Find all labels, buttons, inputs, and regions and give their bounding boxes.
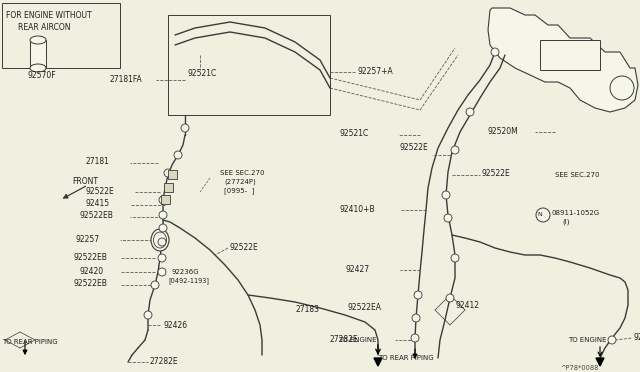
Text: 92522EB: 92522EB: [74, 253, 108, 262]
Bar: [168, 15, 330, 115]
Circle shape: [442, 191, 450, 199]
Text: 92522EA: 92522EA: [634, 333, 640, 341]
Circle shape: [159, 224, 167, 232]
Text: (I): (I): [562, 219, 570, 225]
Text: 27181: 27181: [85, 157, 109, 167]
Text: 92521C: 92521C: [340, 129, 369, 138]
Text: 92522E: 92522E: [400, 144, 429, 153]
Bar: [2, 3, 120, 68]
Circle shape: [144, 311, 152, 319]
Polygon shape: [488, 8, 638, 112]
Text: 92522EB: 92522EB: [80, 212, 114, 221]
Text: 92522E: 92522E: [230, 244, 259, 253]
Circle shape: [466, 108, 474, 116]
Circle shape: [181, 124, 189, 132]
Bar: [161, 195, 170, 204]
Bar: [540, 40, 600, 70]
Text: 92522E: 92522E: [482, 170, 511, 179]
Circle shape: [491, 48, 499, 56]
Text: 92410+B: 92410+B: [340, 205, 376, 214]
Bar: [30, 40, 46, 68]
Bar: [164, 183, 173, 192]
Text: TO REAR PIPING: TO REAR PIPING: [2, 339, 58, 345]
Text: 92412: 92412: [455, 301, 479, 310]
Text: 92427: 92427: [345, 264, 369, 273]
Text: 92257: 92257: [75, 234, 99, 244]
Circle shape: [151, 281, 159, 289]
Polygon shape: [596, 358, 604, 366]
Text: 92570F: 92570F: [28, 71, 56, 80]
Text: 27282E: 27282E: [150, 356, 179, 366]
Text: SEE SEC.270: SEE SEC.270: [555, 172, 600, 178]
Circle shape: [174, 151, 182, 159]
Text: 92522E: 92522E: [85, 186, 114, 196]
Circle shape: [159, 196, 167, 204]
Text: 92236G: 92236G: [172, 269, 200, 275]
Circle shape: [451, 146, 459, 154]
Text: 27282E: 27282E: [330, 334, 358, 343]
Circle shape: [158, 268, 166, 276]
Circle shape: [608, 336, 616, 344]
Text: TO ENGINE: TO ENGINE: [338, 337, 376, 343]
Text: 92520M: 92520M: [488, 126, 519, 135]
Polygon shape: [374, 358, 382, 366]
Text: FRONT: FRONT: [72, 177, 98, 186]
Text: N: N: [538, 212, 542, 218]
Circle shape: [412, 314, 420, 322]
Circle shape: [158, 254, 166, 262]
Circle shape: [414, 291, 422, 299]
Circle shape: [158, 238, 166, 246]
Text: ^P78*0088: ^P78*0088: [560, 365, 598, 371]
Ellipse shape: [151, 229, 169, 251]
Text: 92522EA: 92522EA: [348, 304, 382, 312]
Text: TO ENGINE: TO ENGINE: [568, 337, 607, 343]
Text: 92521C: 92521C: [188, 70, 217, 78]
Circle shape: [536, 208, 550, 222]
Circle shape: [446, 294, 454, 302]
Circle shape: [159, 211, 167, 219]
Circle shape: [444, 214, 452, 222]
Text: [0492-1193]: [0492-1193]: [168, 278, 209, 284]
Circle shape: [164, 169, 172, 177]
Text: (27724P): (27724P): [224, 179, 256, 185]
Text: 92257+A: 92257+A: [357, 67, 393, 77]
Text: SEE SEC.270: SEE SEC.270: [220, 170, 264, 176]
Text: 08911-1052G: 08911-1052G: [552, 210, 600, 216]
Text: 27181FA: 27181FA: [110, 74, 143, 83]
Text: FOR ENGINE WITHOUT: FOR ENGINE WITHOUT: [6, 10, 92, 19]
Text: 92415: 92415: [85, 199, 109, 208]
Text: 27183: 27183: [295, 305, 319, 314]
Ellipse shape: [30, 36, 46, 44]
Ellipse shape: [154, 232, 166, 248]
Text: [0995-  ]: [0995- ]: [224, 187, 254, 195]
Circle shape: [411, 334, 419, 342]
Circle shape: [451, 254, 459, 262]
Ellipse shape: [30, 64, 46, 72]
Text: 92426: 92426: [163, 321, 187, 330]
Text: 92522EB: 92522EB: [74, 279, 108, 289]
Text: REAR AIRCON: REAR AIRCON: [18, 22, 70, 32]
Circle shape: [610, 76, 634, 100]
Text: TO REAR PIPING: TO REAR PIPING: [378, 355, 434, 361]
Text: 92420: 92420: [80, 266, 104, 276]
Bar: [168, 170, 177, 179]
